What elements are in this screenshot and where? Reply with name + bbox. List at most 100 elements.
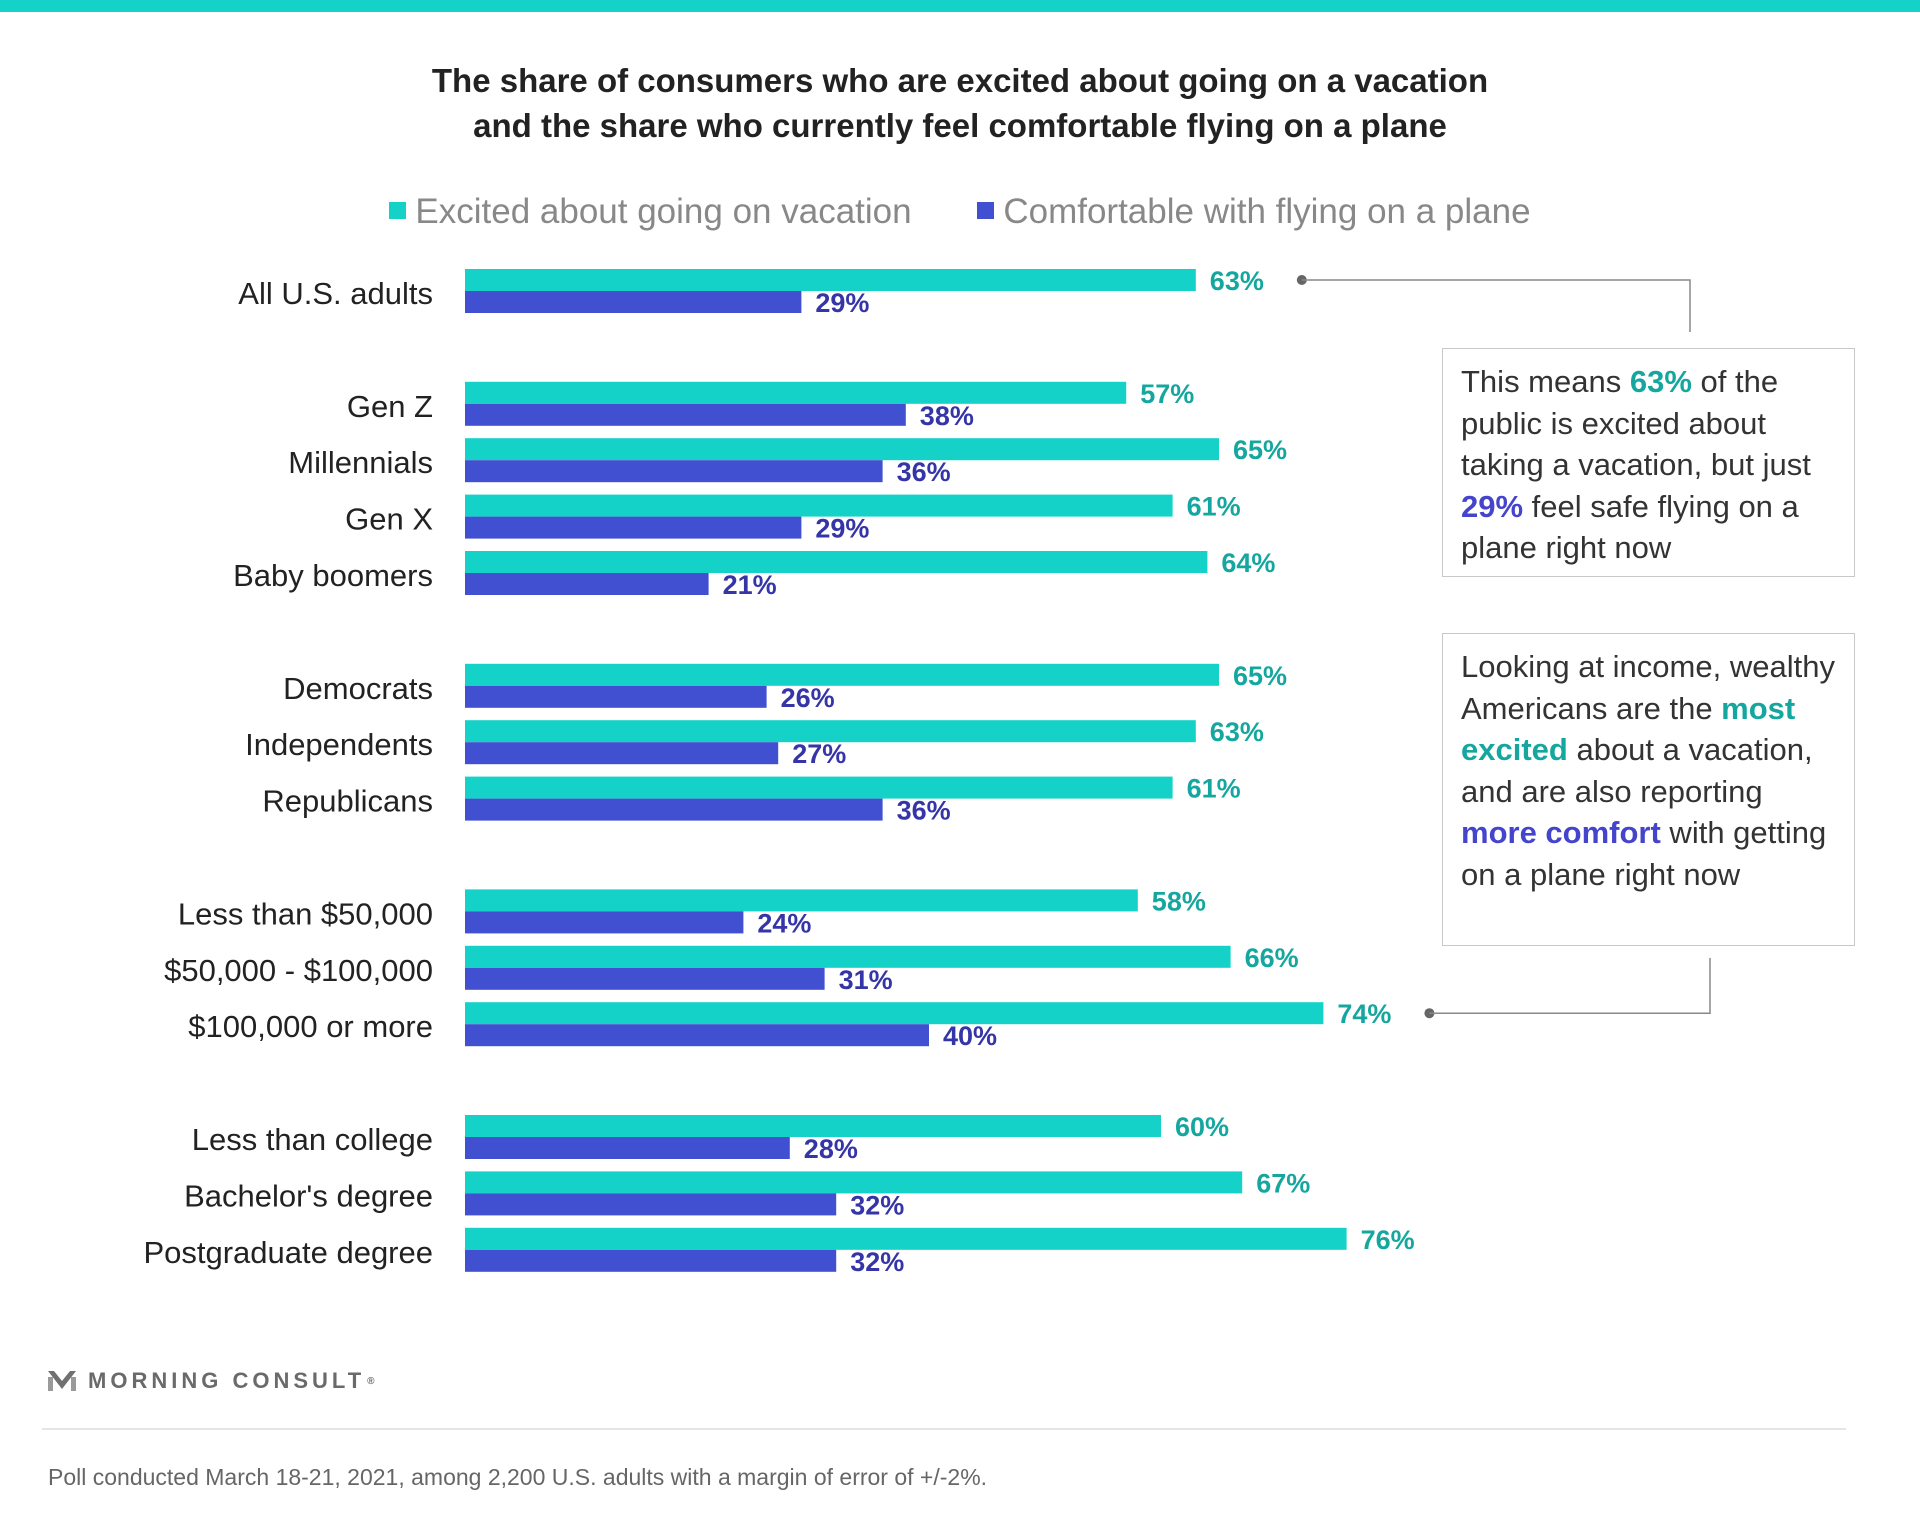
data-label-excited-baby-boomers: 64% — [1221, 548, 1275, 578]
bar-comfortable-independents — [465, 742, 779, 765]
category-label-gen-x: Gen X — [345, 502, 433, 537]
connector-line-income — [1429, 958, 1711, 1014]
bar-comfortable-baby-boomers — [465, 573, 709, 595]
brand-name: MORNING CONSULT — [88, 1368, 366, 1393]
data-label-comfortable-democrats: 26% — [781, 683, 835, 713]
legend-swatch-comfortable — [977, 202, 995, 220]
data-label-comfortable-gen-z: 38% — [920, 401, 974, 431]
data-label-excited-democrats: 65% — [1233, 661, 1287, 691]
bar-comfortable-republicans — [465, 798, 883, 821]
callout-overall-text-2: of the public is excited about taking a … — [1461, 364, 1811, 482]
data-label-excited-postgraduate-degree: 76% — [1361, 1225, 1415, 1255]
callout-income-text-1: Looking at income, wealthy Americans are… — [1461, 649, 1835, 726]
data-label-comfortable-independents: 27% — [792, 739, 846, 769]
callout-income-text-3: with getting on a plane right now — [1461, 815, 1827, 892]
bar-excited-bachelor-s-degree — [465, 1171, 1243, 1194]
category-label-democrats: Democrats — [283, 671, 433, 706]
bar-excited-democrats — [465, 663, 1219, 686]
data-label-excited-less-than-college: 60% — [1175, 1112, 1229, 1142]
category-label-millennials: Millennials — [288, 445, 433, 480]
category-label-less-than-50-000: Less than $50,000 — [178, 896, 433, 931]
category-label-50-000-100-000: $50,000 - $100,000 — [164, 953, 433, 988]
bar-comfortable-all-u-s-adults — [465, 291, 802, 313]
data-label-excited-republicans: 61% — [1187, 774, 1241, 804]
category-label-postgraduate-degree: Postgraduate degree — [143, 1235, 433, 1270]
data-label-comfortable-bachelor-s-degree: 32% — [850, 1190, 904, 1220]
data-label-comfortable-millennials: 36% — [897, 457, 951, 487]
chart-legend: Excited about going on vacation Comforta… — [0, 190, 1920, 234]
data-label-comfortable-50-000-100-000: 31% — [839, 965, 893, 995]
data-label-excited-50-000-100-000: 66% — [1245, 943, 1299, 973]
bar-comfortable-bachelor-s-degree — [465, 1193, 837, 1216]
data-label-comfortable-all-u-s-adults: 29% — [815, 288, 869, 318]
data-label-excited-gen-z: 57% — [1140, 379, 1194, 409]
data-label-excited-100-000-or-more: 74% — [1337, 999, 1391, 1029]
data-label-excited-less-than-50-000: 58% — [1152, 886, 1206, 916]
data-label-excited-gen-x: 61% — [1187, 492, 1241, 522]
footer-divider — [42, 1428, 1846, 1430]
bar-comfortable-less-than-50-000 — [465, 911, 744, 934]
bar-excited-baby-boomers — [465, 551, 1208, 573]
callout-income-highlight-excited: most excited — [1461, 690, 1796, 768]
morning-consult-logo-icon — [48, 1371, 76, 1391]
category-label-independents: Independents — [245, 727, 433, 762]
bar-comfortable-less-than-college — [465, 1137, 790, 1159]
bar-excited-50-000-100-000 — [465, 945, 1231, 968]
bar-comfortable-millennials — [465, 460, 883, 483]
chart-title-line-2: and the share who currently feel comfort… — [473, 107, 1447, 144]
callout-overall-text-3: feel safe flying on a plane right now — [1461, 488, 1799, 566]
callout-overall-text-1: This means — [1461, 364, 1630, 399]
bar-comfortable-gen-z — [465, 403, 906, 426]
category-label-gen-z: Gen Z — [347, 389, 433, 424]
bar-comfortable-gen-x — [465, 516, 802, 539]
data-label-comfortable-100-000-or-more: 40% — [943, 1021, 997, 1051]
category-label-all-u-s-adults: All U.S. adults — [238, 276, 433, 311]
bar-excited-millennials — [465, 438, 1219, 461]
bar-comfortable-democrats — [465, 685, 767, 708]
data-label-comfortable-republicans: 36% — [897, 796, 951, 826]
bar-excited-gen-z — [465, 381, 1127, 404]
brand-logo: MORNING CONSULT ® — [48, 1364, 375, 1398]
data-label-comfortable-postgraduate-degree: 32% — [850, 1247, 904, 1277]
data-label-excited-all-u-s-adults: 63% — [1210, 266, 1264, 296]
legend-item-comfortable: Comfortable with flying on a plane — [977, 190, 1531, 234]
category-label-republicans: Republicans — [262, 784, 433, 819]
bar-excited-independents — [465, 720, 1196, 743]
callout-overall: This means 63% of the public is excited … — [1442, 348, 1855, 577]
bar-excited-postgraduate-degree — [465, 1227, 1347, 1250]
bar-excited-less-than-college — [465, 1115, 1161, 1137]
bar-comfortable-100-000-or-more — [465, 1024, 929, 1047]
bar-excited-100-000-or-more — [465, 1002, 1324, 1025]
callout-income-highlight-comfort: more comfort — [1461, 815, 1661, 850]
data-label-excited-millennials: 65% — [1233, 435, 1287, 465]
callout-overall-excited-value: 63% — [1629, 364, 1692, 399]
category-label-baby-boomers: Baby boomers — [233, 558, 433, 593]
callout-income: Looking at income, wealthy Americans are… — [1442, 633, 1855, 946]
top-accent-bar — [0, 0, 1920, 12]
legend-item-excited: Excited about going on vacation — [389, 190, 912, 234]
brand-trademark: ® — [367, 1375, 375, 1387]
bar-excited-republicans — [465, 776, 1173, 799]
data-label-comfortable-less-than-50-000: 24% — [757, 908, 811, 938]
legend-swatch-excited — [389, 202, 407, 220]
bar-excited-less-than-50-000 — [465, 889, 1138, 912]
data-label-comfortable-gen-x: 29% — [815, 514, 869, 544]
data-label-comfortable-less-than-college: 28% — [804, 1134, 858, 1164]
data-label-excited-bachelor-s-degree: 67% — [1256, 1168, 1310, 1198]
data-label-comfortable-baby-boomers: 21% — [723, 570, 777, 600]
callout-income-text-2: about a vacation, and are also reporting — [1461, 732, 1813, 809]
category-label-less-than-college: Less than college — [192, 1122, 433, 1157]
bar-excited-all-u-s-adults — [465, 269, 1196, 291]
bar-comfortable-50-000-100-000 — [465, 967, 825, 990]
bar-excited-gen-x — [465, 494, 1173, 517]
category-label-100-000-or-more: $100,000 or more — [188, 1009, 433, 1044]
legend-label-comfortable: Comfortable with flying on a plane — [1003, 192, 1531, 231]
chart-title-line-1: The share of consumers who are excited a… — [431, 62, 1489, 99]
category-label-bachelor-s-degree: Bachelor's degree — [184, 1178, 433, 1213]
data-label-excited-independents: 63% — [1210, 717, 1264, 747]
callout-overall-comfortable-value: 29% — [1461, 488, 1524, 524]
footnote: Poll conducted March 18-21, 2021, among … — [48, 1464, 988, 1490]
chart-title: The share of consumers who are excited a… — [0, 58, 1920, 148]
legend-label-excited: Excited about going on vacation — [415, 192, 912, 231]
